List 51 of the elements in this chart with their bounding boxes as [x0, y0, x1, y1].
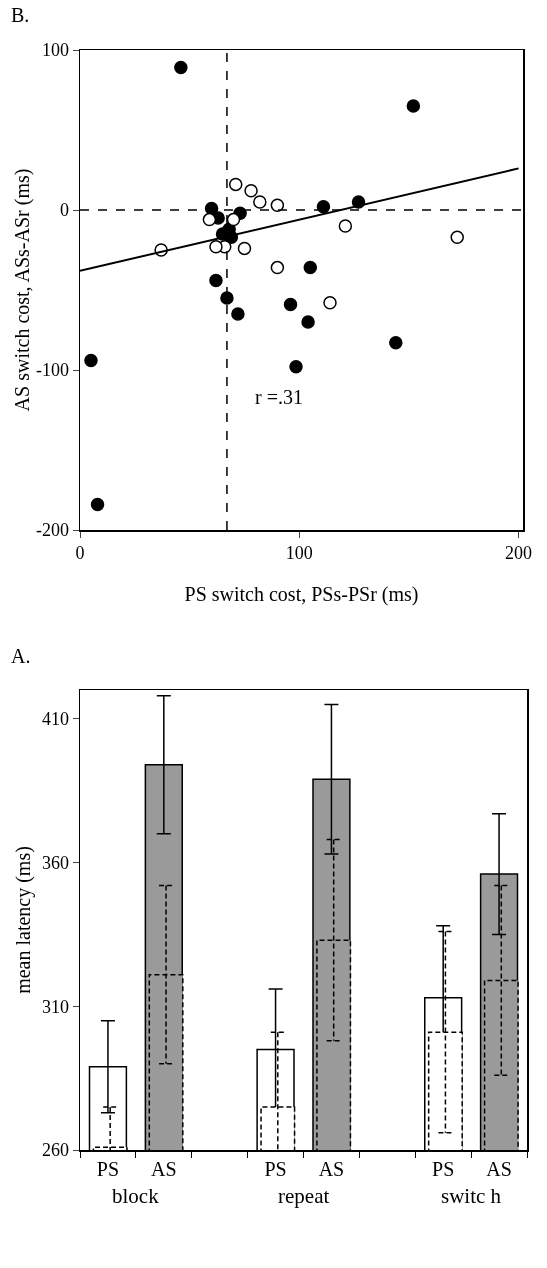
y-tick-label: 0	[59, 200, 69, 221]
point	[209, 240, 223, 254]
point	[253, 195, 267, 209]
point	[237, 241, 252, 256]
point	[389, 336, 403, 350]
x-tick-label: 200	[505, 543, 533, 564]
point	[228, 177, 243, 192]
point	[270, 260, 285, 275]
y-tick-label: -200	[35, 520, 69, 541]
y-tick-label: 310	[41, 996, 69, 1017]
x-tick-label: AS	[486, 1157, 512, 1180]
point	[90, 497, 105, 512]
chart-title: A.	[10, 644, 31, 667]
point	[174, 60, 188, 75]
x-tick-label: 0	[75, 543, 85, 564]
y-axis-title: mean latency (ms)	[11, 846, 35, 994]
point	[450, 230, 464, 244]
x-tick-label: PS	[432, 1157, 455, 1180]
point	[231, 307, 245, 321]
x-tick-label: PS	[96, 1157, 120, 1180]
point	[316, 200, 331, 214]
point	[323, 296, 337, 310]
point	[289, 360, 303, 374]
y-tick-label: 260	[41, 1140, 69, 1161]
text: repeat	[278, 1184, 330, 1208]
point	[209, 273, 223, 288]
point	[338, 219, 353, 233]
y-tick-label: 360	[41, 852, 69, 873]
point	[202, 212, 217, 227]
point	[303, 260, 318, 275]
point	[220, 291, 234, 305]
chart-title: B.	[10, 4, 30, 27]
x-tick-label: 100	[285, 543, 313, 564]
text: switc h	[441, 1184, 502, 1208]
point	[226, 212, 241, 227]
x-tick-label: AS	[151, 1157, 177, 1180]
point	[406, 99, 421, 113]
point	[301, 315, 315, 329]
y-tick-label: -100	[35, 360, 69, 381]
x-tick-label: AS	[318, 1157, 345, 1180]
y-tick-label: 410	[41, 709, 69, 730]
point	[244, 184, 258, 198]
text: block	[112, 1184, 160, 1208]
y-axis-title: AS switch cost, ASs-ASr (ms)	[10, 168, 34, 412]
point	[283, 297, 298, 312]
y-tick-label: 100	[41, 40, 69, 61]
annotation: r =.31	[255, 386, 303, 408]
x-tick-label: PS	[264, 1157, 287, 1180]
point	[84, 353, 98, 368]
x-axis-title: PS switch cost, PSs-PSr (ms)	[184, 582, 419, 606]
point	[270, 198, 285, 212]
